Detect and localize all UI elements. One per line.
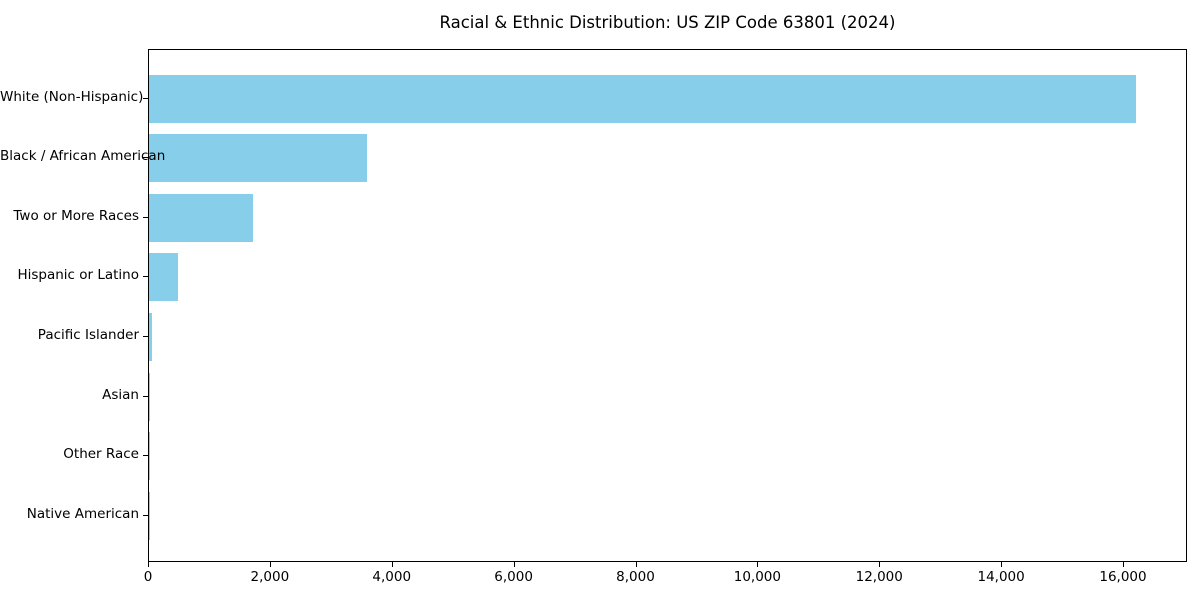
- x-tick-mark: [513, 562, 515, 567]
- y-tick-label: Black / African American: [0, 148, 166, 165]
- y-tick-mark: [143, 455, 148, 457]
- x-tick-label: 10,000: [733, 569, 781, 585]
- x-tick-label: 14,000: [977, 569, 1025, 585]
- y-tick-mark: [143, 395, 148, 397]
- bar: [149, 134, 368, 183]
- x-tick-label: 0: [143, 569, 153, 585]
- x-tick-mark: [635, 562, 637, 567]
- x-tick-label: 4,000: [372, 569, 412, 585]
- y-tick-label: Native American: [26, 506, 139, 523]
- chart-title: Racial & Ethnic Distribution: US ZIP Cod…: [439, 13, 896, 32]
- y-tick-label: Other Race: [63, 446, 139, 463]
- bar: [149, 432, 150, 481]
- y-tick-label: Pacific Islander: [37, 327, 139, 344]
- y-tick-mark: [143, 216, 148, 218]
- x-tick-label: 8,000: [616, 569, 655, 585]
- x-tick-label: 6,000: [494, 569, 533, 585]
- x-tick-mark: [879, 562, 881, 567]
- x-tick-mark: [391, 562, 393, 567]
- x-tick-mark: [148, 562, 149, 567]
- bar: [149, 253, 178, 302]
- x-tick-label: 12,000: [855, 569, 903, 585]
- bar: [149, 74, 1137, 123]
- x-tick-mark: [269, 562, 271, 567]
- plot-area: [148, 49, 1187, 562]
- y-tick-mark: [143, 97, 148, 99]
- x-tick-mark: [1123, 562, 1124, 567]
- x-tick-mark: [1001, 562, 1003, 567]
- y-tick-label: White (Non-Hispanic): [0, 88, 144, 105]
- y-tick-mark: [143, 515, 148, 517]
- bar: [149, 193, 253, 242]
- y-tick-mark: [143, 336, 148, 338]
- y-tick-mark: [143, 157, 148, 159]
- y-tick-label: Hispanic or Latino: [17, 267, 139, 284]
- x-tick-label: 16,000: [1099, 569, 1147, 585]
- y-tick-label: Asian: [102, 386, 139, 403]
- x-tick-label: 2,000: [250, 569, 290, 585]
- y-tick-label: Two or More Races: [13, 207, 139, 224]
- y-tick-mark: [143, 276, 148, 278]
- bar: [149, 372, 151, 421]
- x-tick-mark: [757, 562, 759, 567]
- bar: [149, 313, 153, 362]
